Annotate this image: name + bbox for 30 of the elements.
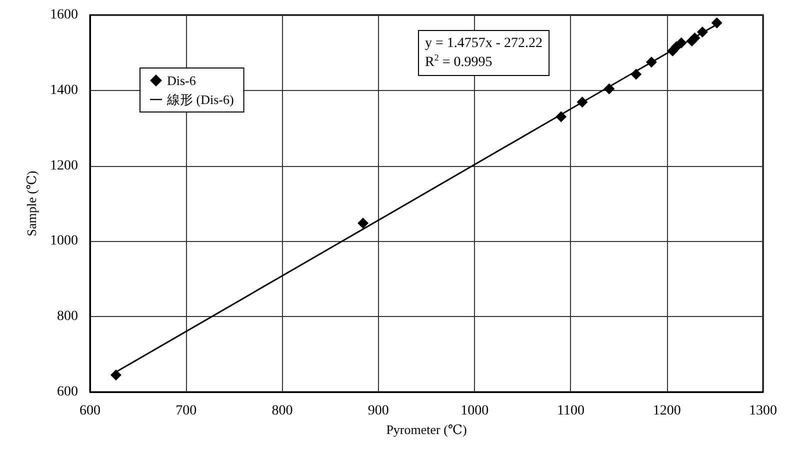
- x-tick-label: 1100: [556, 404, 584, 418]
- point: [604, 83, 615, 94]
- x-tick-label: 600: [80, 404, 100, 418]
- y-axis-title: Sample (℃): [24, 170, 39, 236]
- point: [556, 111, 567, 122]
- y-tick-label: 1600: [50, 8, 78, 22]
- x-axis-title: Pyrometer (℃): [386, 422, 467, 437]
- point: [696, 26, 708, 38]
- x-tick-label: 800: [272, 404, 293, 418]
- x-tick-label: 1000: [460, 404, 489, 418]
- x-tick-label: 1200: [652, 404, 681, 418]
- point: [676, 37, 687, 48]
- point: [630, 68, 642, 80]
- point: [576, 96, 588, 108]
- y-tick-label: 1000: [50, 234, 78, 249]
- legend-label: Dis-6: [167, 73, 196, 88]
- y-tick-label: 800: [57, 309, 78, 324]
- x-tick-label: 700: [176, 404, 197, 418]
- y-tick-label: 1200: [50, 158, 78, 174]
- point: [110, 370, 122, 381]
- annotation: y = 1.4757x - 272.22: [425, 36, 543, 51]
- point: [689, 32, 700, 44]
- point: [358, 218, 369, 229]
- x-tick-label: 1300: [749, 404, 777, 418]
- legend-label: 線形 (Dis-6): [166, 92, 234, 107]
- x-tick-label: 900: [368, 404, 389, 418]
- y-tick-label: 1400: [50, 82, 78, 98]
- y-tick-label: 600: [57, 384, 78, 400]
- point: [646, 56, 657, 68]
- point: [711, 17, 722, 28]
